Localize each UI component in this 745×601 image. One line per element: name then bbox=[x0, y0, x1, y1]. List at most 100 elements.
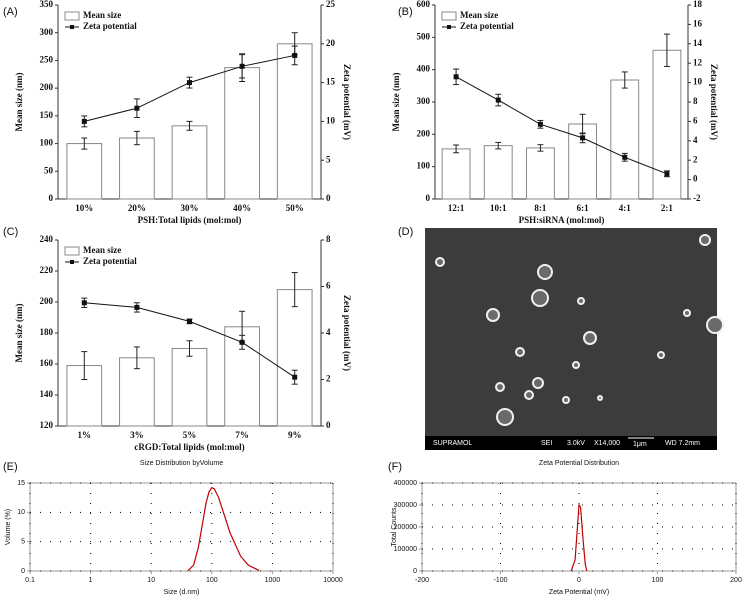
marker bbox=[134, 105, 140, 111]
x-axis-label: PSH:siRNA (mol:mol) bbox=[519, 215, 605, 225]
x-tick-label: 1% bbox=[78, 430, 92, 440]
x-tick-label: 5% bbox=[183, 430, 197, 440]
sem-label: 3.0kV bbox=[567, 440, 585, 447]
bar bbox=[483, 145, 513, 200]
sem-label: X14,000 bbox=[594, 440, 620, 447]
sem-label: 1μm bbox=[633, 441, 647, 448]
sem-label: SUPRAMOL bbox=[433, 440, 472, 447]
legend-label: Mean size bbox=[83, 10, 121, 20]
marker bbox=[664, 171, 670, 177]
bar bbox=[526, 147, 555, 200]
y-tick-label: 150 bbox=[40, 110, 54, 120]
marker bbox=[453, 74, 459, 80]
y-tick-label: 240 bbox=[40, 234, 54, 244]
x-tick-label: 3% bbox=[130, 430, 144, 440]
sem-image: SUPRAMOL SEI 3.0kV X14,000 1μm WD 7.2mm bbox=[425, 228, 724, 450]
y-tick-label: 300000 bbox=[394, 502, 417, 509]
x-tick-label: 50% bbox=[286, 203, 304, 213]
y2-tick-label: 6 bbox=[326, 281, 331, 291]
x-tick-label: -100 bbox=[493, 577, 507, 584]
x-axis-label: Size (d.nm) bbox=[164, 589, 200, 596]
marker bbox=[187, 80, 192, 86]
bar bbox=[119, 357, 155, 427]
x-tick-label: 40% bbox=[233, 203, 251, 213]
y-axis-label: Volume (%) bbox=[5, 509, 12, 545]
y-axis-label: Mean size (nm) bbox=[391, 73, 401, 132]
sem-label: WD 7.2mm bbox=[665, 440, 700, 447]
chart-title: Zeta Potential Distribution bbox=[539, 460, 619, 467]
y-tick-label: 120 bbox=[40, 420, 54, 430]
y-tick-label: 100 bbox=[40, 138, 54, 148]
legend-label: Zeta potential bbox=[83, 256, 137, 266]
y2-tick-label: 4 bbox=[326, 327, 331, 337]
bar bbox=[610, 79, 640, 200]
y-tick-label: 300 bbox=[40, 27, 54, 37]
y2-tick-label: 15 bbox=[326, 77, 336, 87]
y2-tick-label: 25 bbox=[326, 0, 336, 9]
marker bbox=[580, 135, 586, 141]
x-axis-label: Zeta Potential (mV) bbox=[549, 589, 609, 596]
y2-tick-label: 18 bbox=[693, 0, 703, 9]
x-tick-label: 20% bbox=[128, 203, 146, 213]
y2-tick-label: 20 bbox=[326, 38, 336, 48]
y2-tick-label: 6 bbox=[693, 115, 698, 125]
x-tick-label: 1000 bbox=[265, 577, 281, 584]
y-tick-label: 220 bbox=[40, 265, 54, 275]
y2-axis-label: Zeta potential (mV) bbox=[342, 295, 352, 371]
marker bbox=[495, 97, 501, 103]
y-tick-label: 500 bbox=[417, 31, 431, 41]
y2-tick-label: 12 bbox=[693, 57, 703, 67]
y2-tick-label: 16 bbox=[693, 18, 703, 28]
y-tick-label: 0 bbox=[21, 568, 25, 575]
legend-label: Zeta potential bbox=[83, 21, 137, 31]
x-tick-label: -200 bbox=[415, 577, 429, 584]
y-tick-label: 180 bbox=[40, 327, 54, 337]
legend-label: Mean size bbox=[460, 10, 498, 20]
y2-tick-label: 2 bbox=[693, 154, 698, 164]
bar bbox=[171, 348, 208, 427]
legend-swatch bbox=[64, 246, 80, 256]
bar bbox=[224, 67, 260, 200]
y2-tick-label: 0 bbox=[326, 193, 331, 203]
x-tick-label: 100 bbox=[652, 577, 664, 584]
x-tick-label: 100 bbox=[206, 577, 218, 584]
chart-title: Size Distribution byVolume bbox=[140, 460, 223, 467]
x-tick-label: 2:1 bbox=[661, 203, 673, 213]
legend-label: Zeta potential bbox=[460, 21, 514, 31]
y2-tick-label: 8 bbox=[326, 234, 331, 244]
marker bbox=[239, 339, 245, 345]
bar bbox=[441, 148, 471, 200]
y2-tick-label: 4 bbox=[693, 135, 698, 145]
sem-background bbox=[425, 228, 717, 450]
marker bbox=[81, 118, 87, 124]
panel-label: (A) bbox=[3, 6, 18, 18]
marker bbox=[187, 318, 192, 324]
y-tick-label: 100 bbox=[417, 161, 431, 171]
panel-label: (F) bbox=[388, 461, 402, 473]
y-tick-label: 200 bbox=[40, 82, 54, 92]
y-tick-label: 200 bbox=[40, 296, 54, 306]
x-tick-label: 10:1 bbox=[490, 203, 507, 213]
marker bbox=[134, 304, 140, 310]
legend-swatch bbox=[70, 25, 74, 29]
y-tick-label: 400 bbox=[417, 64, 431, 74]
y2-tick-label: 10 bbox=[693, 77, 703, 87]
x-tick-label: 30% bbox=[181, 203, 199, 213]
legend-swatch bbox=[70, 260, 74, 264]
line bbox=[455, 76, 668, 175]
y-axis-label: Total Counts bbox=[391, 507, 398, 546]
x-tick-label: 7% bbox=[235, 430, 249, 440]
bar bbox=[276, 43, 313, 200]
marker bbox=[239, 63, 245, 69]
y-axis-label: Mean size (nm) bbox=[14, 304, 24, 363]
y-tick-label: 140 bbox=[40, 389, 54, 399]
y2-tick-label: 8 bbox=[693, 96, 698, 106]
legend-label: Mean size bbox=[83, 245, 121, 255]
particles bbox=[435, 234, 724, 426]
x-tick-label: 0.1 bbox=[25, 577, 35, 584]
x-axis-label: cRGD:Total lipids (mol:mol) bbox=[134, 442, 244, 452]
y-tick-label: 160 bbox=[40, 358, 54, 368]
y2-tick-label: 0 bbox=[693, 174, 698, 184]
x-tick-label: 1 bbox=[89, 577, 93, 584]
